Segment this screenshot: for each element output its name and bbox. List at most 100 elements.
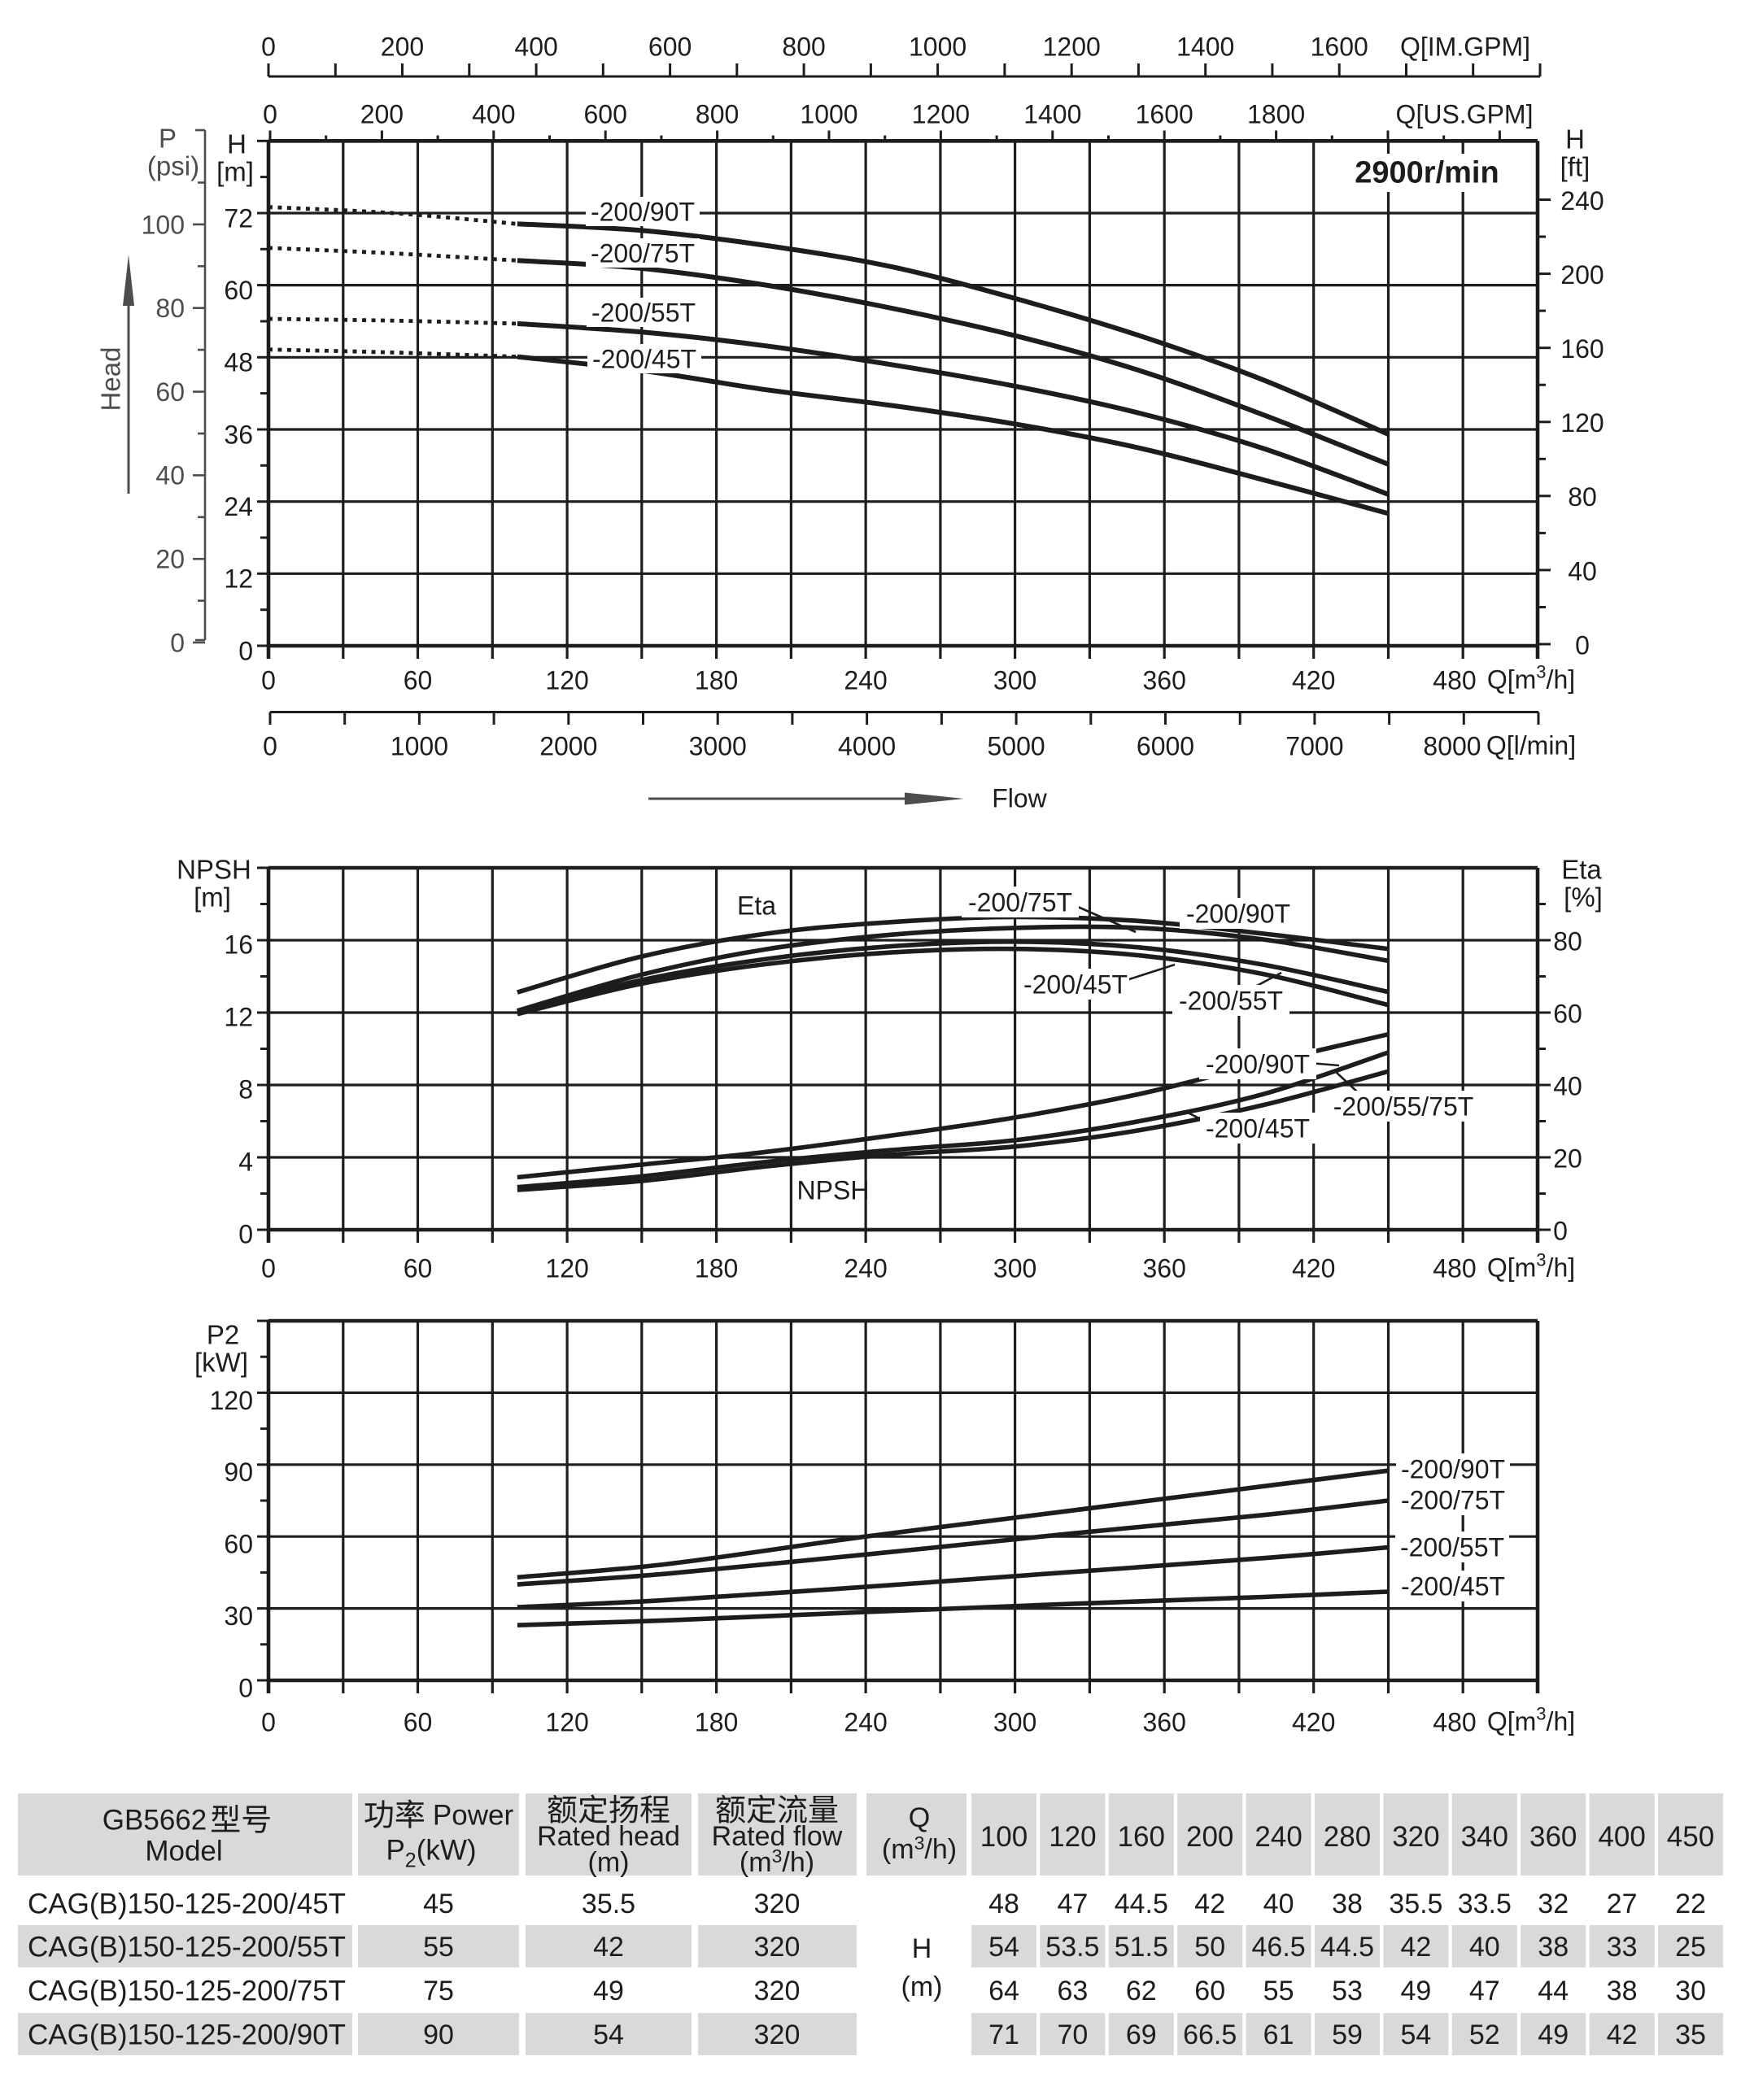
svg-text:33.5: 33.5 xyxy=(1458,1889,1512,1919)
svg-text:30: 30 xyxy=(1675,1976,1706,2006)
svg-text:54: 54 xyxy=(593,2019,624,2050)
svg-text:420: 420 xyxy=(1292,1253,1335,1283)
svg-text:53: 53 xyxy=(1332,1976,1363,2006)
svg-text:(m): (m) xyxy=(588,1847,630,1878)
svg-text:Eta: Eta xyxy=(1561,855,1602,885)
svg-text:-200/45T: -200/45T xyxy=(592,344,696,373)
svg-text:7000: 7000 xyxy=(1285,731,1343,760)
svg-text:-200/90T: -200/90T xyxy=(1186,899,1290,928)
svg-text:240: 240 xyxy=(844,665,887,695)
svg-text:5000: 5000 xyxy=(988,731,1045,760)
svg-text:600: 600 xyxy=(648,32,692,61)
svg-text:H: H xyxy=(912,1933,932,1964)
svg-text:1200: 1200 xyxy=(912,99,970,129)
svg-text:-200/55/75T: -200/55/75T xyxy=(1333,1091,1474,1121)
svg-text:Q[US.GPM]: Q[US.GPM] xyxy=(1396,99,1534,129)
svg-text:0: 0 xyxy=(170,628,185,657)
svg-text:450: 450 xyxy=(1667,1821,1714,1853)
svg-text:NPSH: NPSH xyxy=(797,1175,870,1205)
svg-text:360: 360 xyxy=(1529,1821,1577,1853)
svg-text:30: 30 xyxy=(224,1601,253,1631)
svg-text:60: 60 xyxy=(224,1530,253,1559)
svg-text:48: 48 xyxy=(988,1889,1019,1919)
svg-text:60: 60 xyxy=(404,1253,433,1283)
svg-text:44.5: 44.5 xyxy=(1115,1889,1168,1919)
svg-text:CAG(B)150-125-200/55T: CAG(B)150-125-200/55T xyxy=(28,1931,346,1963)
svg-text:35.5: 35.5 xyxy=(582,1889,635,1919)
svg-text:0: 0 xyxy=(238,1219,253,1248)
svg-text:-200/90T: -200/90T xyxy=(1401,1454,1505,1484)
svg-text:1000: 1000 xyxy=(909,32,966,61)
svg-text:120: 120 xyxy=(545,665,588,695)
svg-text:240: 240 xyxy=(844,1253,887,1283)
svg-text:200: 200 xyxy=(381,32,424,61)
svg-text:4000: 4000 xyxy=(838,731,896,760)
svg-text:120: 120 xyxy=(1560,408,1604,438)
svg-text:71: 71 xyxy=(988,2019,1019,2050)
svg-text:40: 40 xyxy=(1568,556,1597,586)
svg-text:600: 600 xyxy=(584,99,627,129)
svg-text:60: 60 xyxy=(404,665,433,695)
svg-text:60: 60 xyxy=(1194,1976,1225,2006)
svg-text:90: 90 xyxy=(224,1457,253,1487)
svg-text:51.5: 51.5 xyxy=(1115,1932,1168,1963)
svg-text:0: 0 xyxy=(1553,1216,1568,1245)
svg-text:60: 60 xyxy=(155,377,185,407)
svg-text:35: 35 xyxy=(1675,2019,1706,2050)
svg-text:120: 120 xyxy=(210,1386,253,1415)
svg-text:P2: P2 xyxy=(207,1320,239,1350)
svg-text:54: 54 xyxy=(988,1932,1019,1963)
svg-text:38: 38 xyxy=(1332,1889,1363,1919)
svg-text:12: 12 xyxy=(224,564,253,594)
svg-text:48: 48 xyxy=(224,348,253,377)
svg-text:H: H xyxy=(227,129,247,159)
svg-text:160: 160 xyxy=(1560,334,1604,364)
svg-text:-200/45T: -200/45T xyxy=(1206,1113,1310,1143)
svg-text:27: 27 xyxy=(1607,1889,1638,1919)
svg-text:300: 300 xyxy=(993,1707,1036,1736)
svg-text:0: 0 xyxy=(263,731,277,760)
svg-text:66.5: 66.5 xyxy=(1183,2019,1237,2050)
svg-text:12: 12 xyxy=(224,1002,253,1031)
svg-text:3000: 3000 xyxy=(689,731,747,760)
svg-text:-200/45T: -200/45T xyxy=(1023,969,1128,999)
svg-text:47: 47 xyxy=(1469,1976,1500,2006)
svg-text:49: 49 xyxy=(1538,2019,1569,2050)
svg-text:0: 0 xyxy=(261,1707,276,1736)
svg-text:0: 0 xyxy=(1575,630,1590,660)
svg-text:1400: 1400 xyxy=(1023,99,1081,129)
svg-text:55: 55 xyxy=(423,1932,454,1963)
svg-text:Q[l/min]: Q[l/min] xyxy=(1486,730,1576,760)
svg-text:80: 80 xyxy=(155,294,185,323)
svg-text:1800: 1800 xyxy=(1247,99,1305,129)
svg-text:160: 160 xyxy=(1118,1821,1165,1853)
svg-text:P2(kW): P2(kW) xyxy=(386,1834,476,1871)
svg-text:38: 38 xyxy=(1607,1976,1638,2006)
svg-text:800: 800 xyxy=(782,32,825,61)
svg-text:[m]: [m] xyxy=(216,157,254,187)
svg-text:(m3/h): (m3/h) xyxy=(882,1832,957,1865)
svg-text:400: 400 xyxy=(472,99,515,129)
svg-text:60: 60 xyxy=(404,1707,433,1736)
svg-text:Model: Model xyxy=(145,1835,222,1867)
svg-text:55: 55 xyxy=(1263,1976,1294,2006)
svg-text:120: 120 xyxy=(545,1253,588,1283)
svg-text:[m]: [m] xyxy=(194,882,231,913)
svg-text:Flow: Flow xyxy=(992,783,1047,813)
svg-text:100: 100 xyxy=(142,210,185,239)
svg-text:6000: 6000 xyxy=(1137,731,1194,760)
svg-text:280: 280 xyxy=(1324,1821,1371,1853)
svg-text:64: 64 xyxy=(988,1976,1019,2006)
svg-text:63: 63 xyxy=(1057,1976,1088,2006)
svg-text:-200/45T: -200/45T xyxy=(1401,1571,1505,1601)
svg-text:44: 44 xyxy=(1538,1976,1569,2006)
svg-text:Eta: Eta xyxy=(737,891,776,920)
svg-text:-200/55T: -200/55T xyxy=(1179,986,1283,1015)
svg-text:44.5: 44.5 xyxy=(1320,1932,1374,1963)
svg-text:[ft]: [ft] xyxy=(1560,152,1590,182)
svg-text:100: 100 xyxy=(980,1821,1028,1853)
svg-text:-200/55T: -200/55T xyxy=(591,298,696,327)
svg-text:69: 69 xyxy=(1126,2019,1157,2050)
svg-text:320: 320 xyxy=(754,1889,801,1919)
svg-text:360: 360 xyxy=(1143,665,1186,695)
